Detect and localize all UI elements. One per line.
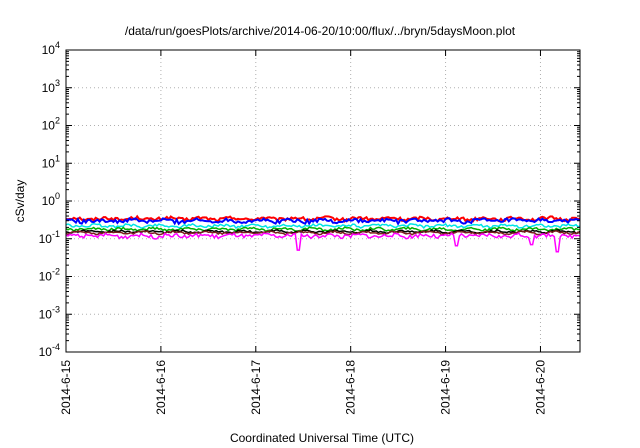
x-tick-label: 2014-6-16 bbox=[154, 360, 168, 415]
x-tick-label: 2014-6-15 bbox=[59, 360, 73, 415]
grid-lines bbox=[66, 50, 580, 352]
y-tick-label: 10-3 bbox=[39, 304, 60, 321]
series-line bbox=[65, 228, 581, 235]
y-tick-label: 10-2 bbox=[39, 267, 60, 284]
x-axis-label: Coordinated Universal Time (UTC) bbox=[230, 431, 414, 445]
y-tick-label: 100 bbox=[42, 191, 60, 208]
y-tick-label: 102 bbox=[42, 116, 60, 133]
x-tick-label: 2014-6-19 bbox=[439, 360, 453, 415]
x-tick-label: 2014-6-18 bbox=[344, 360, 358, 415]
y-tick-label: 10-1 bbox=[39, 229, 60, 246]
y-axis-label: cSv/day bbox=[13, 180, 27, 223]
series-line bbox=[65, 222, 581, 230]
y-tick-label: 101 bbox=[42, 153, 60, 170]
series-line bbox=[65, 226, 580, 233]
chart-title: /data/run/goesPlots/archive/2014-06-20/1… bbox=[125, 24, 516, 38]
y-tick-label: 103 bbox=[42, 78, 60, 95]
y-tick-label: 10-4 bbox=[39, 342, 60, 359]
x-tick-label: 2014-6-20 bbox=[533, 360, 547, 415]
series-line bbox=[65, 231, 581, 253]
x-axis-ticks: 2014-6-15 2014-6-16 2014-6-17 2014-6-18 2014… bbox=[59, 50, 547, 415]
series-layer bbox=[65, 214, 581, 253]
series-line bbox=[65, 216, 581, 226]
y-tick-label: 104 bbox=[42, 40, 60, 57]
series-line bbox=[65, 214, 581, 223]
x-tick-label: 2014-6-17 bbox=[249, 360, 263, 415]
series-line bbox=[65, 229, 581, 236]
